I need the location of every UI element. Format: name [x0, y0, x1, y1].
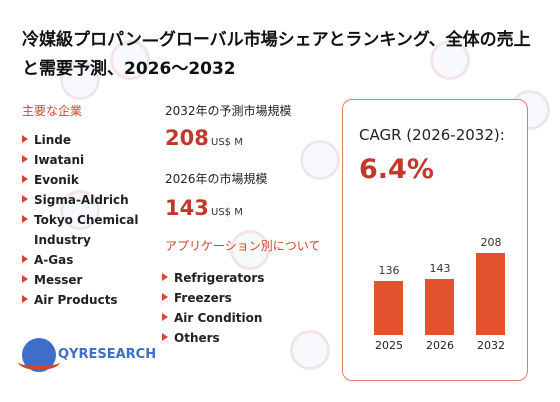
chart-bar — [425, 279, 454, 335]
chart-category-label: 2025 — [375, 339, 403, 352]
application-item: Refrigerators — [162, 268, 264, 288]
watermark-logo — [290, 330, 330, 370]
watermark-logo — [110, 40, 150, 80]
logo-swoosh-icon — [18, 354, 60, 370]
company-item: A-Gas — [22, 250, 139, 270]
company-item: Sigma-Aldrich — [22, 190, 139, 210]
market-2026-unit: US$ M — [211, 207, 243, 218]
logo-text: QYRESEARCH — [58, 347, 157, 362]
market-2032-label: 2032年の予測市場規模 — [165, 104, 292, 118]
bullet-arrow-icon — [22, 195, 28, 203]
page-title: 冷媒級プロパン—グローバル市場シェアとランキング、全体の売上と需要予測、2026… — [22, 30, 531, 79]
bullet-arrow-icon — [22, 155, 28, 163]
bullet-arrow-icon — [162, 293, 168, 301]
bullet-arrow-icon — [162, 273, 168, 281]
applications-list: Refrigerators Freezers Air Condition Oth… — [162, 268, 264, 348]
chart-data-label: 136 — [378, 264, 400, 277]
company-item: Iwatani — [22, 150, 139, 170]
cagr-value: 6.4% — [359, 154, 434, 185]
bullet-arrow-icon — [22, 135, 28, 143]
company-item: Air Products — [22, 290, 139, 310]
bullet-arrow-icon — [162, 333, 168, 341]
bullet-arrow-icon — [22, 255, 28, 263]
watermark-logo — [300, 140, 340, 180]
market-2026-value: 143 — [165, 196, 209, 220]
watermark-logo — [430, 40, 470, 80]
market-2032-unit: US$ M — [211, 137, 243, 148]
qyresearch-logo: QYRESEARCH — [18, 336, 162, 380]
bullet-arrow-icon — [22, 275, 28, 283]
applications-heading: アプリケーション別について — [165, 239, 321, 253]
cagr-card: CAGR (2026-2032): 6.4% 136 2025 143 2026 208… — [342, 99, 528, 381]
company-item-continuation: Industry — [34, 233, 91, 247]
chart-bar — [374, 281, 403, 335]
company-item: Messer — [22, 270, 139, 290]
application-item: Air Condition — [162, 308, 264, 328]
companies-list: Linde Iwatani Evonik Sigma-Aldrich Tokyo… — [22, 130, 139, 310]
market-2026-label: 2026年の市場規模 — [165, 172, 268, 186]
bullet-arrow-icon — [22, 175, 28, 183]
chart-bar — [476, 253, 505, 335]
bullet-arrow-icon — [162, 313, 168, 321]
company-item: Linde — [22, 130, 139, 150]
bullet-arrow-icon — [22, 295, 28, 303]
watermark-logo — [230, 230, 270, 270]
watermark-logo — [60, 190, 100, 230]
company-item: Tokyo Chemical — [22, 210, 139, 230]
chart-category-label: 2026 — [426, 339, 454, 352]
watermark-logo — [60, 60, 100, 100]
bullet-arrow-icon — [22, 215, 28, 223]
chart-data-label: 208 — [480, 236, 502, 249]
company-item: Evonik — [22, 170, 139, 190]
chart-category-label: 2032 — [477, 339, 505, 352]
application-item: Freezers — [162, 288, 264, 308]
cagr-label: CAGR (2026-2032): — [359, 126, 505, 144]
application-item: Others — [162, 328, 264, 348]
chart-data-label: 143 — [429, 262, 451, 275]
market-2032-value: 208 — [165, 126, 209, 150]
companies-heading: 主要な企業 — [22, 104, 83, 118]
